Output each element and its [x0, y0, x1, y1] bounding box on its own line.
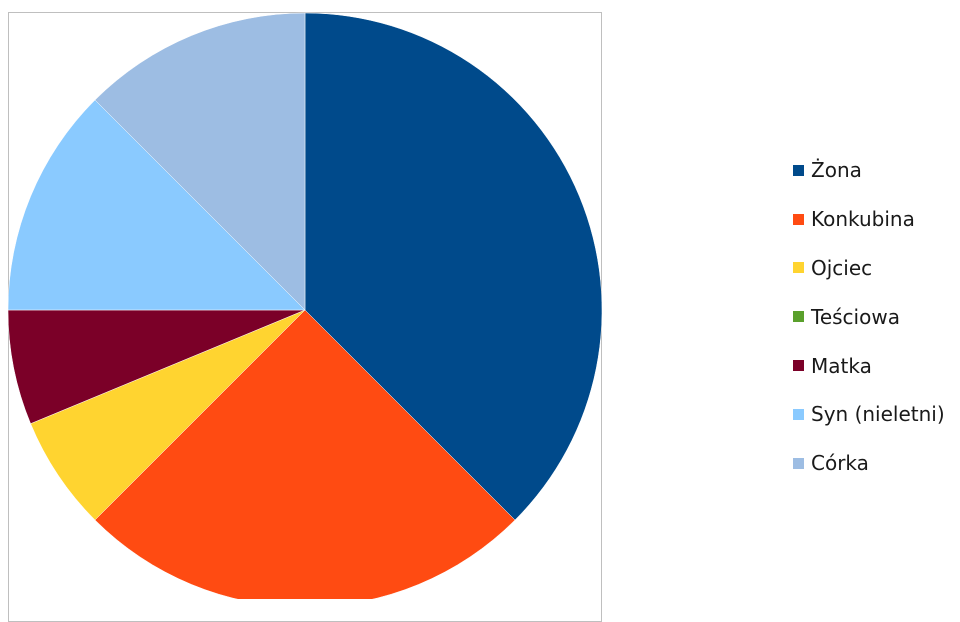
legend-item: Teściowa: [793, 292, 945, 341]
legend-item: Syn (nieletni): [793, 390, 945, 439]
legend-label: Ojciec: [811, 255, 873, 280]
legend-label: Konkubina: [811, 207, 915, 232]
legend: Żona Konkubina Ojciec Teściowa Matka Syn (nie…: [793, 146, 945, 488]
legend-swatch: [793, 311, 804, 323]
legend-item: Matka: [793, 341, 945, 390]
legend-label: Teściowa: [811, 304, 900, 329]
legend-swatch: [793, 360, 804, 372]
legend-item: Żona: [793, 146, 945, 195]
pie-slice-5: [7, 99, 306, 311]
legend-swatch: [793, 262, 804, 274]
pie-slice-0: [304, 12, 603, 521]
legend-label: Córka: [811, 451, 869, 476]
pie-slice-2: [30, 309, 306, 521]
legend-swatch: [793, 164, 804, 176]
legend-swatch: [793, 457, 804, 469]
chart-area: Żona Konkubina Ojciec Teściowa Matka Syn (nie…: [7, 12, 945, 622]
pie-slice-6: [94, 12, 306, 311]
legend-item: Córka: [793, 439, 945, 488]
legend-swatch: [793, 408, 804, 420]
legend-item: Ojciec: [793, 244, 945, 293]
pie-slice-4: [7, 309, 306, 424]
pie-chart: [7, 12, 603, 599]
legend-label: Matka: [811, 353, 872, 378]
pie-slice-1: [94, 309, 516, 599]
legend-item: Konkubina: [793, 195, 945, 244]
legend-label: Żona: [811, 158, 862, 183]
legend-label: Syn (nieletni): [811, 402, 945, 427]
legend-swatch: [793, 213, 804, 225]
